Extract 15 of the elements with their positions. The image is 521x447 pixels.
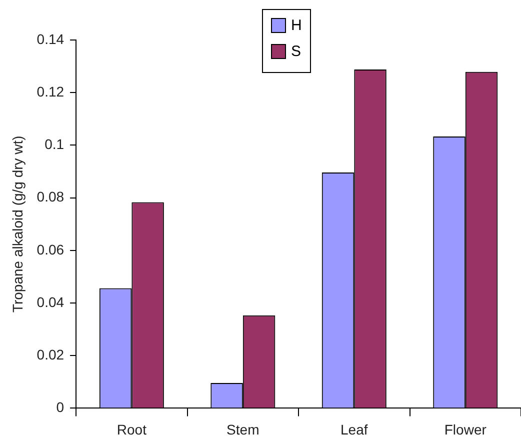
y-tick-label: 0.12 xyxy=(36,83,64,100)
y-tick-label: 0 xyxy=(56,399,64,416)
y-tick-label: 0.14 xyxy=(36,30,64,47)
legend-label: S xyxy=(291,42,302,60)
legend-label: H xyxy=(291,16,302,34)
x-tick-label: Root xyxy=(116,421,147,438)
y-tick-label: 0.08 xyxy=(36,188,64,205)
y-tick-label: 0.02 xyxy=(36,346,64,362)
y-tick-label: 0.06 xyxy=(36,241,64,258)
y-tick-label: 0.04 xyxy=(36,294,64,310)
y-axis-title: Tropane alkaloid (g/g dry wt) xyxy=(9,136,26,313)
y-tick-label: 0.1 xyxy=(44,136,64,152)
x-tick-label: Flower xyxy=(444,421,487,438)
x-tick-label: Stem xyxy=(226,421,260,438)
x-tick-label: Leaf xyxy=(340,421,368,438)
